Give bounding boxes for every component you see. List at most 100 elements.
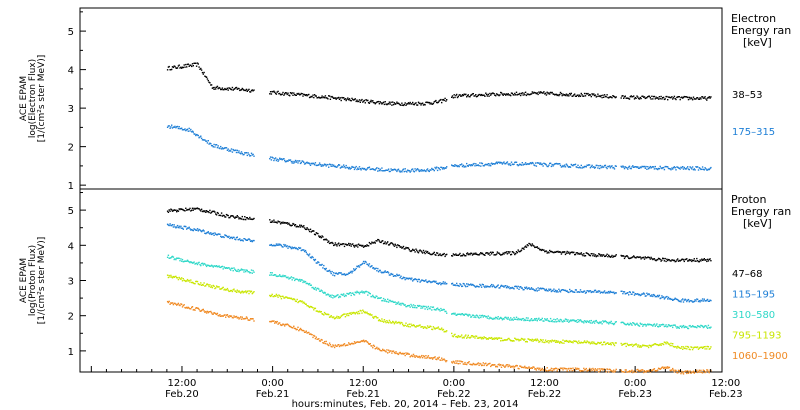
data-point (593, 322, 596, 324)
data-point (419, 249, 421, 251)
data-point (569, 252, 572, 254)
data-point (710, 260, 712, 262)
data-point (198, 66, 200, 68)
data-point (682, 346, 685, 348)
data-point (577, 291, 579, 293)
data-point (284, 275, 287, 277)
data-point (198, 228, 200, 231)
data-point (647, 96, 649, 98)
data-point (371, 101, 373, 103)
data-point (220, 266, 222, 269)
data-point (501, 285, 504, 287)
data-point (510, 254, 512, 256)
data-point (576, 291, 578, 293)
electron-series-1 (166, 124, 712, 173)
data-point (535, 92, 538, 95)
data-point (479, 362, 481, 365)
data-point (684, 298, 686, 300)
data-point (357, 310, 360, 313)
data-point (300, 249, 302, 252)
data-point (368, 343, 371, 345)
data-point (669, 168, 671, 170)
data-point (225, 235, 228, 237)
data-point (491, 318, 494, 320)
data-point (653, 323, 656, 325)
data-point (435, 327, 437, 329)
data-point (333, 164, 335, 166)
data-point (366, 99, 368, 102)
data-point (492, 337, 494, 340)
data-point (421, 170, 424, 172)
data-point (182, 228, 184, 230)
data-point (605, 96, 607, 98)
data-point (518, 340, 520, 342)
data-point (676, 259, 678, 261)
data-point (671, 259, 673, 261)
data-point (667, 343, 670, 345)
data-point (551, 339, 553, 341)
data-point (663, 168, 666, 171)
data-point (488, 252, 490, 254)
data-point (301, 249, 303, 251)
data-point (517, 338, 519, 341)
data-point (205, 265, 208, 268)
data-point (413, 306, 415, 309)
data-point (442, 328, 445, 331)
data-point (451, 255, 454, 257)
data-point (443, 331, 445, 333)
data-point (589, 290, 592, 292)
data-point (242, 292, 244, 294)
data-point (505, 339, 507, 341)
data-point (495, 286, 498, 288)
data-point (517, 285, 519, 288)
data-point (246, 317, 248, 319)
data-point (500, 337, 503, 339)
data-point (382, 271, 384, 274)
data-point (174, 258, 176, 260)
data-point (510, 317, 512, 319)
data-point (228, 290, 230, 293)
data-point (333, 346, 336, 349)
data-point (329, 242, 332, 244)
data-point (588, 291, 590, 293)
data-point (467, 334, 469, 337)
data-point (709, 327, 711, 329)
data-point (621, 371, 623, 373)
data-point (624, 95, 626, 97)
data-point (183, 129, 185, 131)
data-point (326, 313, 328, 316)
data-point (179, 67, 181, 69)
data-point (462, 336, 464, 338)
data-point (356, 265, 358, 267)
data-point (626, 342, 628, 345)
data-point (212, 210, 214, 213)
data-point (688, 348, 690, 350)
data-point (703, 326, 705, 328)
data-point (477, 362, 479, 364)
data-point (545, 341, 548, 343)
data-point (485, 93, 488, 96)
data-point (426, 357, 428, 359)
data-point (188, 307, 190, 309)
data-point (436, 307, 439, 309)
data-point (573, 340, 575, 342)
data-point (422, 104, 425, 106)
data-point (533, 289, 535, 291)
data-point (662, 167, 664, 169)
data-point (398, 352, 401, 354)
data-point (329, 271, 332, 273)
data-point (628, 257, 630, 259)
data-point (253, 291, 255, 293)
data-point (229, 216, 231, 219)
data-point (313, 309, 315, 311)
data-point (353, 166, 355, 168)
data-point (420, 250, 422, 252)
data-point (243, 318, 245, 320)
data-point (589, 322, 592, 324)
data-point (345, 295, 347, 297)
data-point (549, 340, 551, 342)
data-point (664, 98, 666, 100)
data-point (354, 98, 356, 100)
data-point (611, 165, 613, 167)
